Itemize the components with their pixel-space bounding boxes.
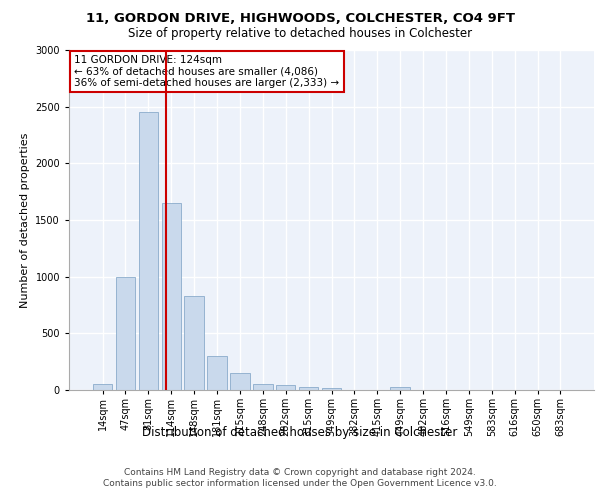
Text: 11 GORDON DRIVE: 124sqm
← 63% of detached houses are smaller (4,086)
36% of semi: 11 GORDON DRIVE: 124sqm ← 63% of detache… <box>74 55 340 88</box>
Text: Distribution of detached houses by size in Colchester: Distribution of detached houses by size … <box>142 426 458 439</box>
Bar <box>93 384 112 390</box>
Bar <box>161 203 181 390</box>
Bar <box>116 276 135 390</box>
Bar <box>208 356 227 390</box>
Bar <box>391 386 410 390</box>
Y-axis label: Number of detached properties: Number of detached properties <box>20 132 29 308</box>
Bar <box>299 386 319 390</box>
Bar <box>139 112 158 390</box>
Text: 11, GORDON DRIVE, HIGHWOODS, COLCHESTER, CO4 9FT: 11, GORDON DRIVE, HIGHWOODS, COLCHESTER,… <box>86 12 515 26</box>
Text: Size of property relative to detached houses in Colchester: Size of property relative to detached ho… <box>128 28 472 40</box>
Text: Contains HM Land Registry data © Crown copyright and database right 2024.
Contai: Contains HM Land Registry data © Crown c… <box>103 468 497 487</box>
Bar <box>253 384 272 390</box>
Bar <box>230 373 250 390</box>
Bar <box>276 386 295 390</box>
Bar <box>322 388 341 390</box>
Bar <box>184 296 204 390</box>
